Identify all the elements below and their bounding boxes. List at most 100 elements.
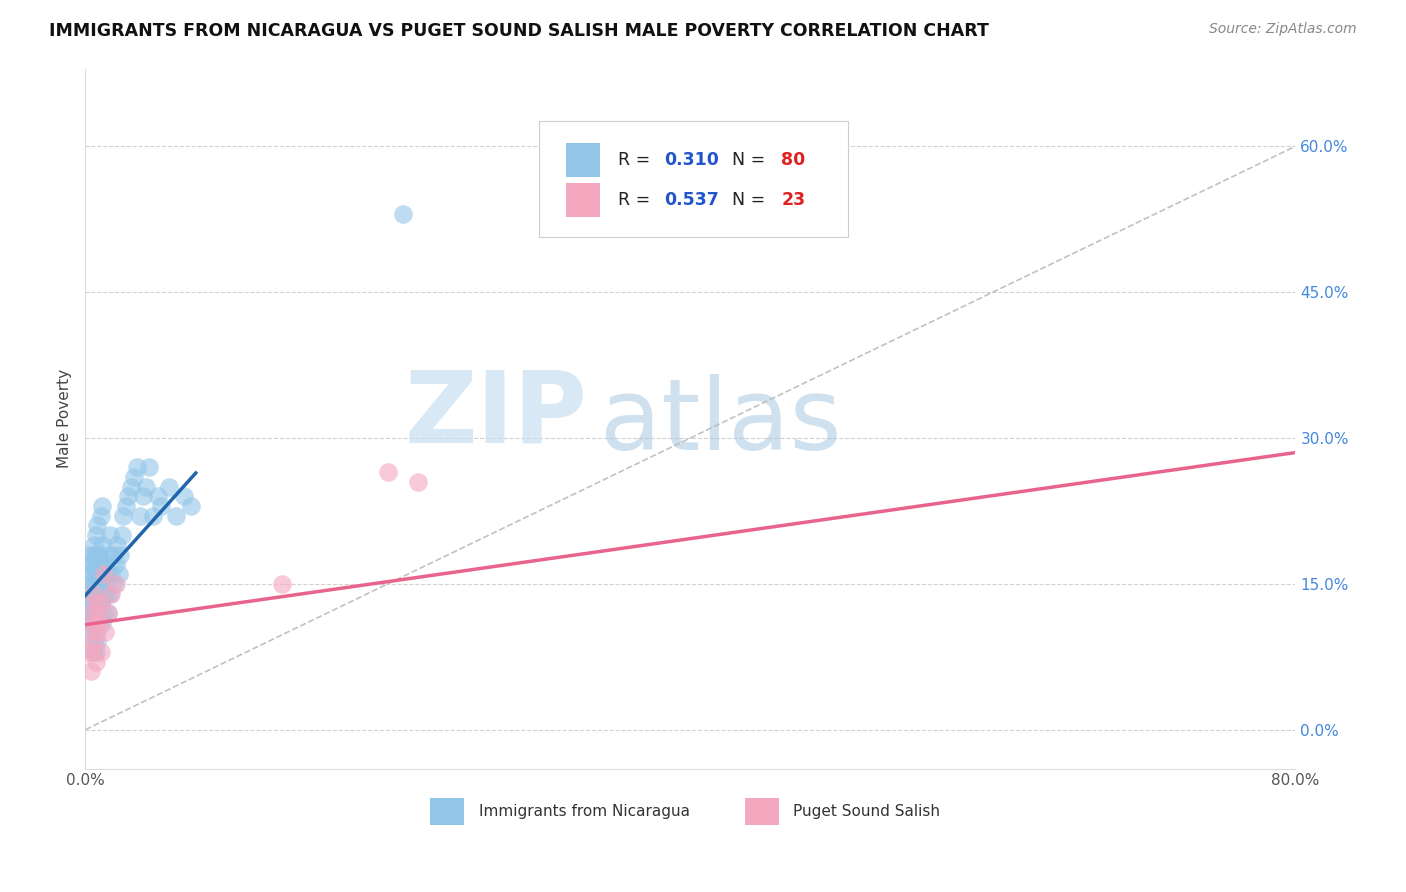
Point <box>94 558 117 572</box>
Point <box>79 548 101 562</box>
Point <box>98 586 121 600</box>
Point <box>84 596 107 610</box>
Point <box>105 538 128 552</box>
Point <box>86 576 108 591</box>
Point <box>83 538 105 552</box>
Point <box>83 635 105 649</box>
Point <box>79 606 101 620</box>
Bar <box>430 798 464 824</box>
Point <box>80 606 103 620</box>
Point <box>94 576 117 591</box>
Point <box>406 475 429 489</box>
Point <box>89 645 111 659</box>
Point <box>138 460 160 475</box>
Point <box>84 645 107 659</box>
Point <box>79 625 101 640</box>
Point <box>83 615 105 630</box>
Point <box>115 499 138 513</box>
Point <box>80 665 103 679</box>
Point <box>83 576 105 591</box>
Point <box>108 548 131 562</box>
Point <box>82 548 104 562</box>
Text: Puget Sound Salish: Puget Sound Salish <box>793 804 941 819</box>
Bar <box>745 798 779 824</box>
Point <box>104 558 127 572</box>
Point <box>82 606 104 620</box>
Point <box>104 576 127 591</box>
Point <box>77 586 100 600</box>
Point <box>125 460 148 475</box>
Point <box>79 567 101 582</box>
Point <box>120 479 142 493</box>
Point <box>89 596 111 610</box>
Point <box>89 558 111 572</box>
Point <box>128 508 150 523</box>
Point <box>87 586 110 600</box>
Point <box>91 499 114 513</box>
Point <box>271 576 294 591</box>
Point <box>83 615 105 630</box>
Text: R =: R = <box>617 191 655 209</box>
Point <box>84 548 107 562</box>
Point <box>97 548 120 562</box>
Bar <box>565 184 600 217</box>
Point <box>86 635 108 649</box>
Text: N =: N = <box>721 152 770 169</box>
Point <box>146 489 169 503</box>
Text: R =: R = <box>617 152 655 169</box>
Point <box>97 606 120 620</box>
Point <box>377 465 399 479</box>
Text: IMMIGRANTS FROM NICARAGUA VS PUGET SOUND SALISH MALE POVERTY CORRELATION CHART: IMMIGRANTS FROM NICARAGUA VS PUGET SOUND… <box>49 22 988 40</box>
Point <box>82 586 104 600</box>
Point <box>96 567 118 582</box>
Text: Source: ZipAtlas.com: Source: ZipAtlas.com <box>1209 22 1357 37</box>
Point <box>84 655 107 669</box>
Text: Immigrants from Nicaragua: Immigrants from Nicaragua <box>478 804 690 819</box>
Point <box>82 645 104 659</box>
Point <box>80 576 103 591</box>
FancyBboxPatch shape <box>538 121 848 236</box>
Point <box>117 489 139 503</box>
Text: 80: 80 <box>782 152 806 169</box>
Bar <box>565 144 600 177</box>
Point <box>91 538 114 552</box>
Point <box>93 567 115 582</box>
Point <box>86 625 108 640</box>
Point <box>112 508 135 523</box>
Point <box>100 567 122 582</box>
Point <box>122 470 145 484</box>
Point <box>80 596 103 610</box>
Point <box>82 567 104 582</box>
Point <box>82 625 104 640</box>
Point <box>142 508 165 523</box>
Point <box>87 567 110 582</box>
Point <box>86 606 108 620</box>
Point <box>83 596 105 610</box>
Text: 0.310: 0.310 <box>664 152 718 169</box>
Point <box>86 558 108 572</box>
Point <box>132 489 155 503</box>
Point <box>100 586 122 600</box>
Point <box>84 606 107 620</box>
Text: 0.537: 0.537 <box>664 191 718 209</box>
Point <box>87 548 110 562</box>
Point <box>80 558 103 572</box>
Text: ZIP: ZIP <box>405 367 588 464</box>
Point <box>103 576 125 591</box>
Point <box>180 499 202 513</box>
Point <box>86 518 108 533</box>
Point <box>83 635 105 649</box>
Point <box>96 586 118 600</box>
Point <box>157 479 180 493</box>
Point <box>89 576 111 591</box>
Point <box>93 586 115 600</box>
Point <box>173 489 195 503</box>
Point <box>94 625 117 640</box>
Point <box>86 596 108 610</box>
Point <box>111 528 134 542</box>
Point <box>84 586 107 600</box>
Text: atlas: atlas <box>600 374 841 470</box>
Point <box>80 615 103 630</box>
Point <box>87 606 110 620</box>
Point <box>91 615 114 630</box>
